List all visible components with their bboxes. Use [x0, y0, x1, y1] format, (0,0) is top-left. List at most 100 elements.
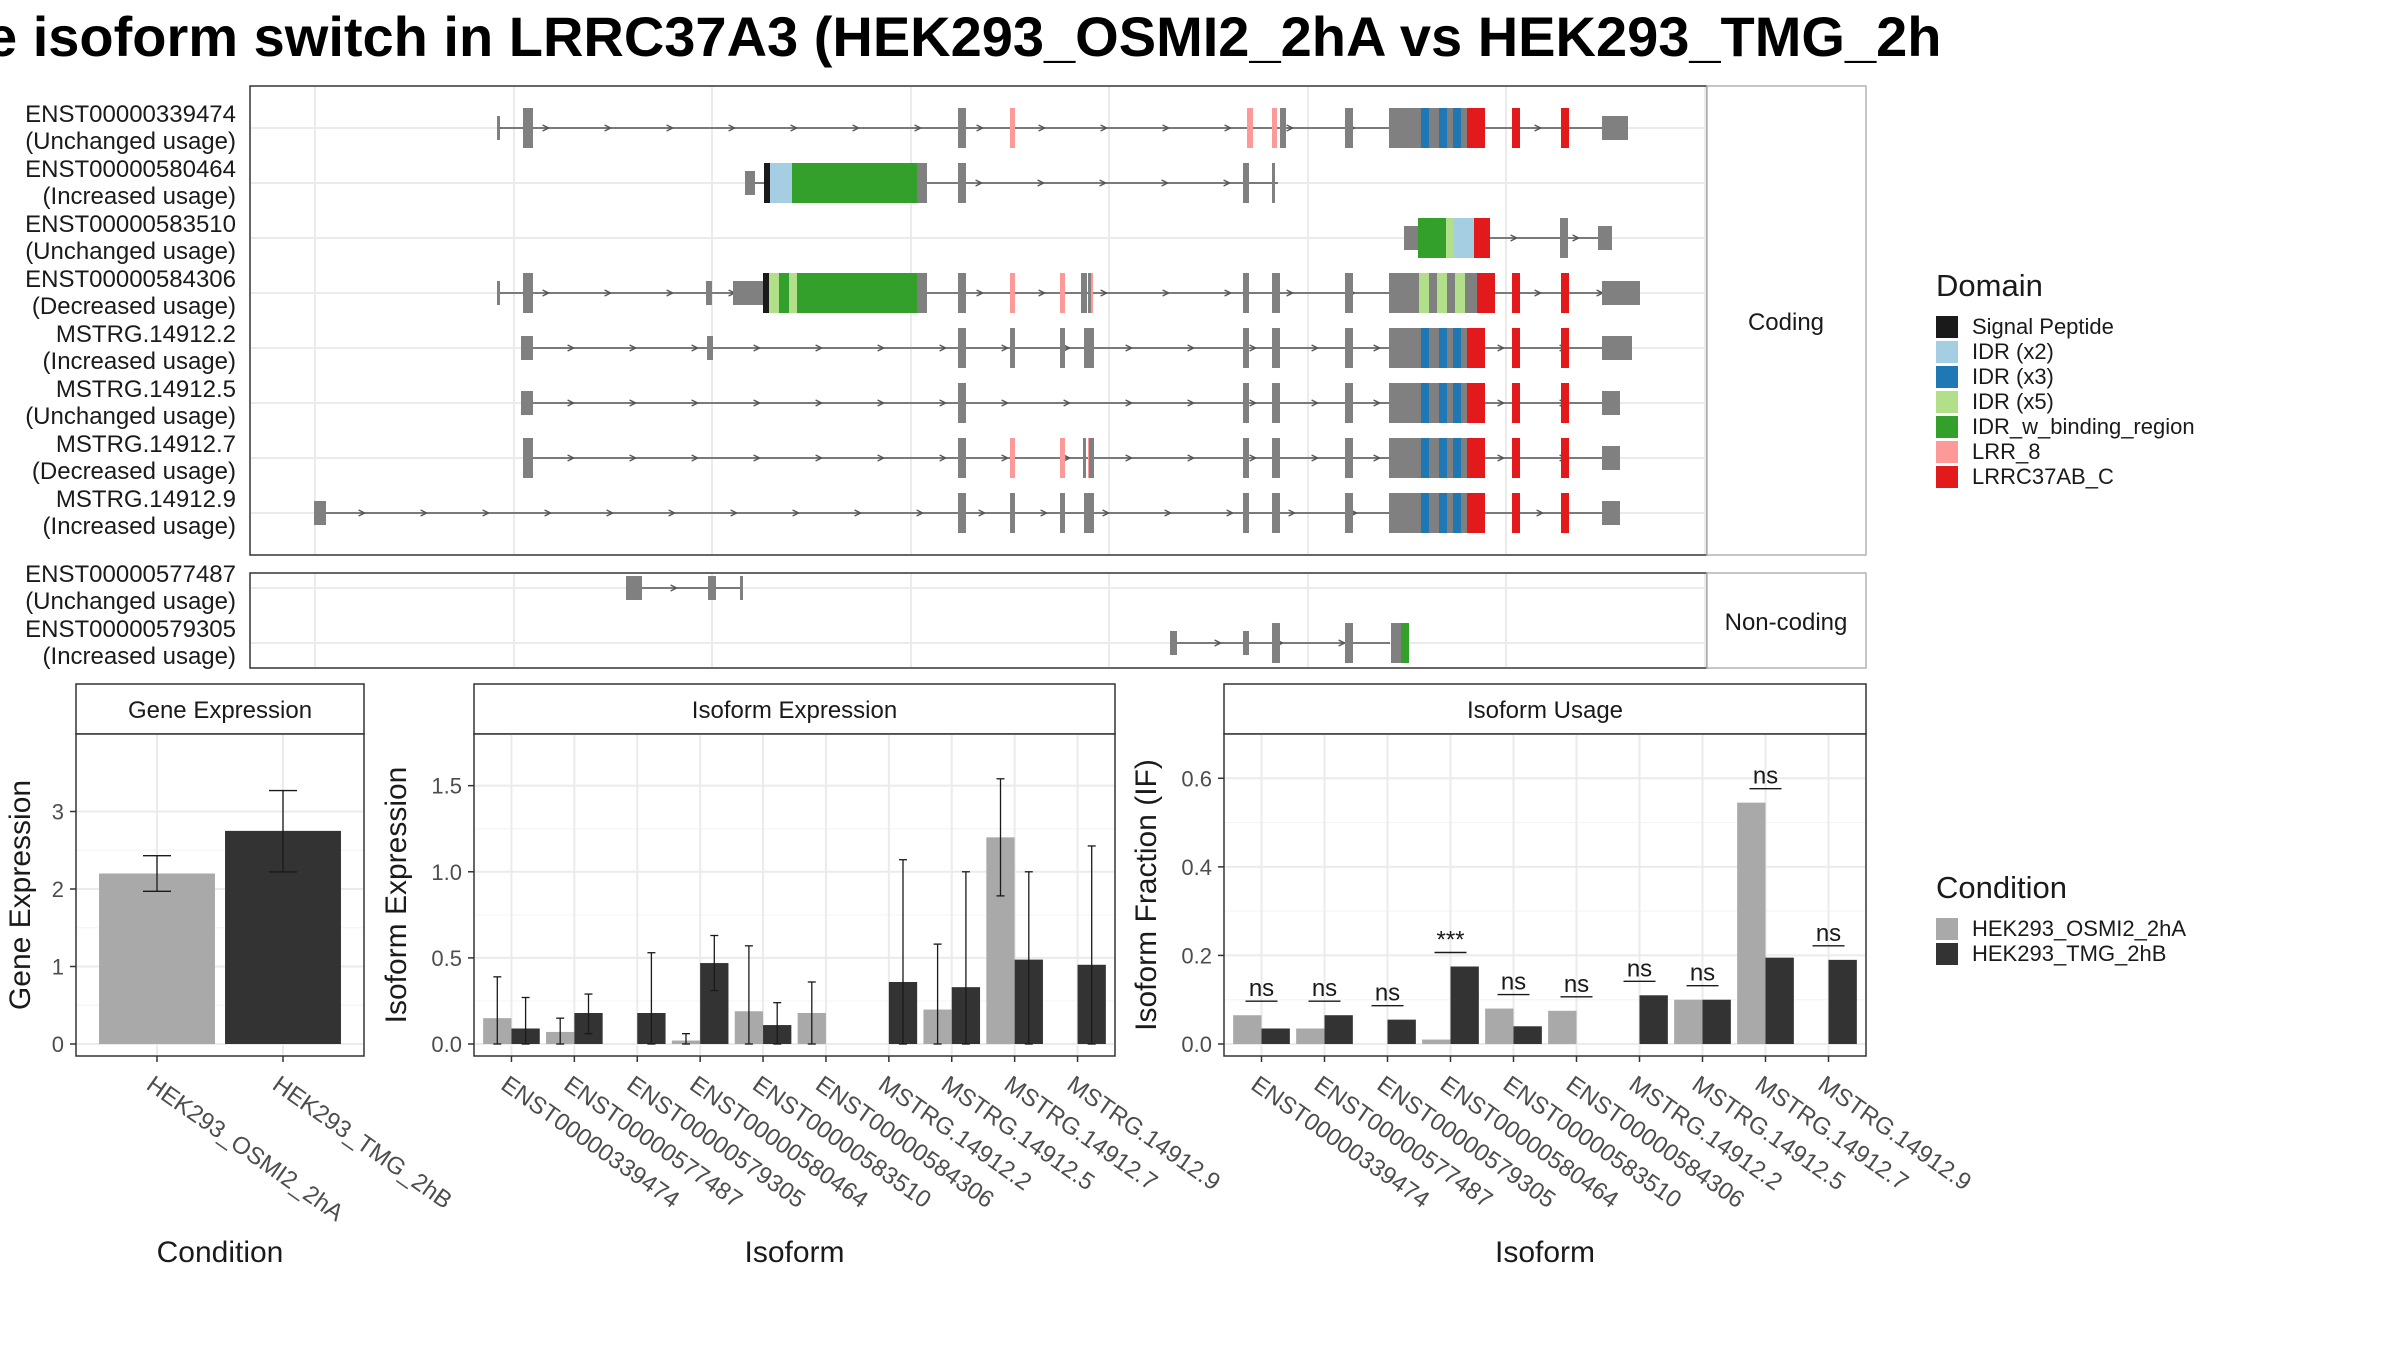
lrrc37ab-c-domain [1561, 108, 1569, 148]
lrrc37ab-c-domain [1467, 108, 1485, 148]
exon [523, 273, 533, 313]
significance-label: ns [1816, 920, 1841, 947]
idr-x5-domain [769, 273, 779, 313]
intron-arrow [916, 509, 925, 517]
intron-arrow [1100, 289, 1109, 297]
exon [1429, 273, 1437, 313]
exon [1602, 391, 1620, 415]
idr-x3-domain [1453, 438, 1461, 478]
intron-arrow [1125, 399, 1134, 407]
significance-label: ns [1690, 960, 1715, 987]
y-tick-label: 0.4 [1181, 855, 1212, 880]
y-tick-label: 0.2 [1181, 943, 1212, 968]
exon [1272, 493, 1280, 533]
intron-arrow [1001, 454, 1010, 462]
panel-strip-title: Isoform Expression [692, 697, 897, 724]
bar [1548, 1010, 1577, 1044]
intron-arrow [420, 509, 429, 517]
exon [733, 281, 763, 305]
intron-arrow [1226, 509, 1235, 517]
exon [1243, 438, 1249, 478]
idr-x3-domain [1421, 438, 1429, 478]
intron-arrow [976, 289, 985, 297]
domain-legend-title: Domain [1936, 268, 2043, 303]
exon [1243, 273, 1249, 313]
coding-strip-label: Coding [1748, 309, 1824, 336]
lrrc37ab-c-domain [1512, 273, 1520, 313]
domain-legend-swatch [1936, 441, 1958, 463]
lrrc37ab-c-domain [1561, 328, 1569, 368]
idr-x5-domain [789, 273, 797, 313]
transcript-usage-label: (Unchanged usage) [25, 403, 236, 430]
intron-arrow [1373, 344, 1382, 352]
exon [1345, 273, 1353, 313]
noncoding-strip-label: Non-coding [1725, 609, 1848, 636]
exon [314, 501, 326, 525]
exon [1272, 623, 1280, 663]
idr-x3-domain [1453, 493, 1461, 533]
lrrc37ab-c-domain [1512, 438, 1520, 478]
bar [1422, 1039, 1451, 1044]
domain-legend-label: IDR_w_binding_region [1972, 414, 2195, 439]
exon [1560, 218, 1568, 258]
intron-arrow [1161, 179, 1170, 187]
y-tick-label: 0.0 [431, 1032, 462, 1057]
transcript-usage-label: (Unchanged usage) [25, 128, 236, 155]
domain-legend-swatch [1936, 466, 1958, 488]
lrr-8-domain [1247, 108, 1253, 148]
intron-arrow [606, 509, 615, 517]
intron-arrow [666, 124, 675, 132]
intron-arrow [604, 289, 613, 297]
intron-arrow [1063, 344, 1072, 352]
intron-arrow [815, 454, 824, 462]
significance-label: ns [1249, 975, 1274, 1002]
exon [1243, 163, 1249, 203]
domain-legend-label: IDR (x2) [1972, 339, 2054, 364]
intron-arrow [1038, 289, 1047, 297]
exon [1010, 328, 1015, 368]
intron-arrow [544, 509, 553, 517]
intron-arrow [1534, 124, 1543, 132]
bar [1450, 966, 1479, 1044]
lrrc37ab-c-domain [1512, 493, 1520, 533]
exon [958, 108, 966, 148]
intron-arrow [1311, 454, 1320, 462]
intron-arrow [542, 289, 551, 297]
intron-arrow [1311, 399, 1320, 407]
exon [1602, 336, 1632, 360]
exon [1084, 493, 1089, 533]
exon [1060, 493, 1065, 533]
idr-x3-domain [1421, 493, 1429, 533]
intron-arrow [1373, 399, 1382, 407]
idr-x3-domain [1439, 493, 1447, 533]
panel-strip [1223, 683, 1867, 735]
figure-title-group: e isoform switch in LRRC37A3 (HEK293_OSM… [0, 5, 1941, 68]
significance-label: ns [1501, 969, 1526, 996]
domain-legend-label: LRR_8 [1972, 439, 2040, 464]
exon [1083, 438, 1086, 478]
exon [1345, 623, 1353, 663]
transcript-structure-panel: CodingNon-codingENST00000339474(Unchange… [25, 85, 1867, 670]
exon [1272, 273, 1280, 313]
bar [1387, 1019, 1416, 1044]
intron-arrow [1099, 179, 1108, 187]
coding-panel-frame [249, 85, 1708, 556]
intron-arrow [1224, 289, 1233, 297]
intron-arrow [668, 509, 677, 517]
intron-arrow [1001, 399, 1010, 407]
intron-arrow [691, 344, 700, 352]
intron-arrow [1038, 124, 1047, 132]
significance-label: *** [1436, 927, 1464, 954]
intron-arrow [1187, 399, 1196, 407]
intron-arrow [1187, 344, 1196, 352]
intron-arrow [1224, 124, 1233, 132]
exon [1243, 383, 1249, 423]
exon [1602, 501, 1620, 525]
exon [958, 328, 966, 368]
intron-arrow [629, 454, 638, 462]
idr-x3-domain [1421, 328, 1429, 368]
intron-arrow [790, 124, 799, 132]
exon [1170, 631, 1177, 655]
intron-arrow [1373, 454, 1382, 462]
intron-arrow [877, 454, 886, 462]
